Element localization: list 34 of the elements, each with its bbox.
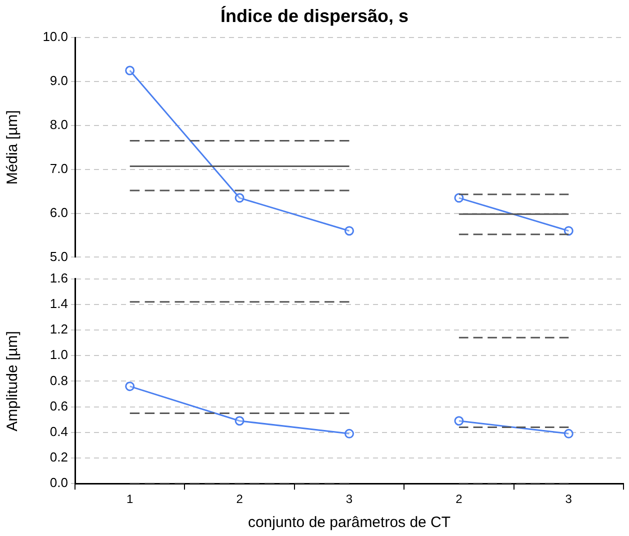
x-tick-label: 3 xyxy=(565,492,572,506)
x-tick-label: 3 xyxy=(346,492,353,506)
y-tick-label: 8.0 xyxy=(50,117,68,132)
y-tick-label: 0.8 xyxy=(50,372,68,388)
point xyxy=(125,66,135,76)
y-tick-label: 9.0 xyxy=(50,73,68,88)
point xyxy=(564,428,574,438)
point xyxy=(125,382,135,392)
y-tick-label: 1.6 xyxy=(50,270,68,286)
x-tick-label: 2 xyxy=(236,492,244,506)
y-tick-label: 10.0 xyxy=(42,29,68,44)
point xyxy=(454,416,464,426)
y-tick-label: 0.2 xyxy=(50,450,68,465)
point xyxy=(344,226,354,236)
y-tick-label: 0.4 xyxy=(50,424,68,439)
y-tick-label: 5.0 xyxy=(50,248,68,264)
x-axis-title: conjunto de parâmetros de CT xyxy=(248,514,451,532)
point xyxy=(564,226,574,236)
y-axis-title: Amplitude [µm] xyxy=(4,331,22,432)
point xyxy=(234,416,244,426)
x-tick-label: 2 xyxy=(456,492,463,506)
y-tick-label: 0.0 xyxy=(50,475,68,490)
y-tick-label: 7.0 xyxy=(50,160,68,176)
chart-title: Índice de dispersão, s xyxy=(220,6,409,26)
y-tick-label: 1.2 xyxy=(50,322,68,337)
y-tick-label: 0.6 xyxy=(50,398,68,414)
y-tick-label: 1.0 xyxy=(50,347,68,362)
y-tick-label: 1.4 xyxy=(50,296,68,311)
x-tick-label: 1 xyxy=(126,492,134,506)
y-axis-title: Média [µm] xyxy=(4,110,22,185)
point xyxy=(344,428,354,438)
y-tick-label: 6.0 xyxy=(50,204,68,220)
point xyxy=(234,193,244,203)
point xyxy=(454,193,464,203)
